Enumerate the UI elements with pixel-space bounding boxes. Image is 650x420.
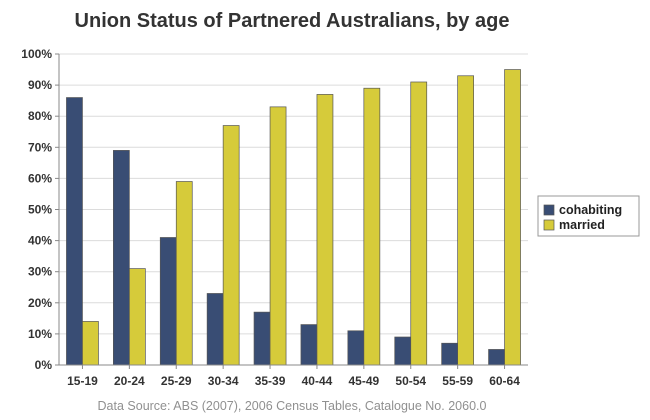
bar-married-40-44	[316, 94, 334, 366]
legend-swatch-married	[543, 219, 555, 231]
data-source-note: Data Source: ABS (2007), 2006 Census Tab…	[98, 399, 487, 413]
bar-cohabiting-55-59	[441, 342, 458, 366]
x-tick-label: 25-29	[161, 374, 192, 388]
x-tick-label: 20-24	[114, 374, 145, 388]
legend-label-married: married	[559, 218, 605, 232]
y-tick-label: 0%	[35, 358, 53, 372]
bar-cohabiting-40-44	[300, 324, 318, 366]
y-tick-label: 60%	[28, 171, 52, 185]
x-tick-label: 50-54	[395, 374, 426, 388]
bar-cohabiting-20-24	[112, 150, 130, 366]
axes: 0% 10% 20% 30% 40% 50% 60% 70% 80% 90% 100% 15-19 20…	[21, 47, 528, 388]
legend-swatch-cohabiting	[543, 204, 555, 216]
y-tick-label: 10%	[28, 327, 52, 341]
x-tick-label: 60-64	[489, 374, 520, 388]
y-tick-label: 90%	[28, 78, 52, 92]
bar-cohabiting-50-54	[394, 336, 412, 366]
bar-married-25-29	[175, 181, 193, 366]
bar-married-60-64	[504, 69, 521, 366]
bar-married-20-24	[129, 268, 146, 366]
chart-title: Union Status of Partnered Australians, b…	[75, 10, 510, 32]
y-tick-label: 30%	[28, 265, 52, 279]
bar-cohabiting-35-39	[253, 311, 271, 366]
bar-cohabiting-30-34	[206, 293, 224, 366]
x-tick-label: 45-49	[348, 374, 379, 388]
bar-cohabiting-25-29	[159, 237, 177, 366]
y-tick-label: 20%	[28, 296, 52, 310]
legend-box	[537, 195, 640, 237]
x-tick-label: 55-59	[442, 374, 473, 388]
legend-label-cohabiting: cohabiting	[559, 203, 622, 217]
x-tick-label: 30-34	[208, 374, 239, 388]
bars	[66, 69, 521, 366]
y-tick-label: 50%	[28, 203, 52, 217]
x-tick-label: 35-39	[255, 374, 286, 388]
bar-married-15-19	[82, 321, 99, 366]
bar-married-30-34	[222, 125, 240, 366]
x-tick-label: 15-19	[67, 374, 98, 388]
y-tick-label: 100%	[21, 47, 52, 61]
y-tick-label: 80%	[28, 109, 52, 123]
bar-cohabiting-60-64	[488, 349, 505, 366]
y-tick-label: 40%	[28, 234, 52, 248]
y-tick-label: 70%	[28, 140, 52, 154]
bar-cohabiting-15-19	[66, 97, 83, 366]
bar-cohabiting-45-49	[347, 330, 365, 366]
bar-married-50-54	[410, 81, 428, 366]
x-tick-label: 40-44	[302, 374, 333, 388]
bar-married-35-39	[269, 106, 287, 366]
bar-married-55-59	[457, 75, 474, 366]
bar-married-45-49	[363, 87, 381, 366]
